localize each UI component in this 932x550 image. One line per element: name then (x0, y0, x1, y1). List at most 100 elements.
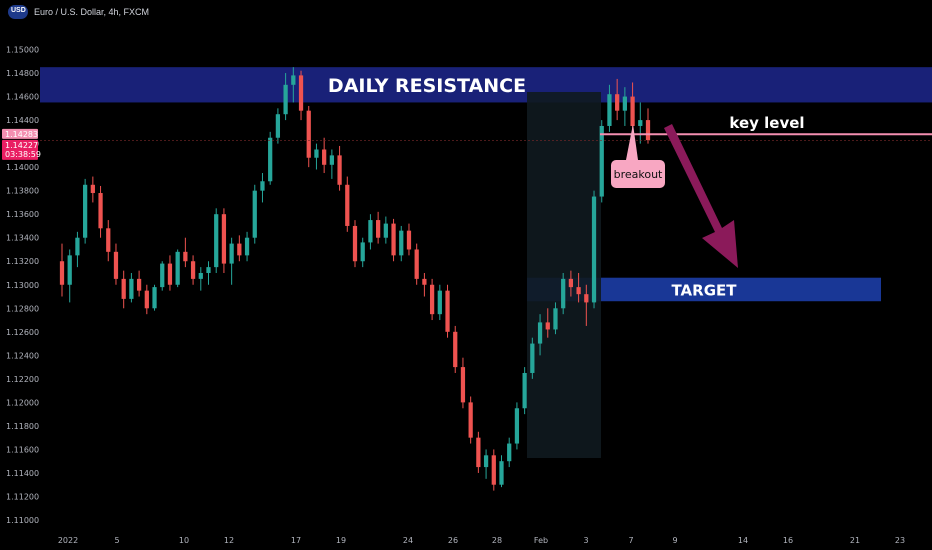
x-tick-label: 16 (783, 536, 793, 545)
candle-body (275, 114, 281, 138)
candle-body (360, 242, 365, 262)
x-tick-label: Feb (534, 536, 548, 545)
candle-body (545, 322, 550, 330)
y-tick-label: 1.11200 (6, 492, 39, 501)
candle-body (345, 184, 350, 226)
candle-body (121, 278, 126, 299)
y-tick-label: 1.12000 (6, 398, 39, 407)
candle-body (306, 110, 311, 158)
y-tick-label: 1.14400 (6, 116, 39, 125)
currency-flag-icon: USD (8, 5, 28, 19)
y-tick-label: 1.12200 (6, 375, 39, 384)
candle-body (591, 196, 597, 303)
y-axis: 1.11000 1.11200 1.11400 1.11600 1.11800 1.120… (6, 46, 39, 525)
candle-body (599, 125, 604, 197)
candle-body (152, 287, 157, 309)
candle-body (83, 184, 88, 238)
breakout-label: breakout (614, 168, 663, 181)
x-tick-label: 3 (583, 536, 588, 545)
x-tick-label: 5 (114, 536, 119, 545)
target-zone (527, 277, 881, 302)
candle-body (183, 251, 188, 262)
candle-body (630, 96, 635, 126)
last-price-text: 1.14227 (5, 141, 38, 150)
y-tick-label: 1.13000 (6, 281, 39, 290)
breakout-pointer (626, 124, 638, 160)
candle-body (622, 96, 627, 111)
y-tick-label: 1.11800 (6, 422, 39, 431)
candle-body (429, 284, 435, 315)
candle-body (383, 223, 388, 238)
candle-body (291, 75, 296, 85)
candle-body (314, 149, 319, 158)
target-label: TARGET (671, 281, 737, 299)
candle-body (190, 261, 196, 279)
key-level-label: key level (729, 114, 804, 132)
candle-body (244, 237, 250, 256)
candle-body (476, 437, 481, 468)
y-tick-label: 1.13200 (6, 257, 39, 266)
candle-body (167, 263, 173, 285)
candle-body (98, 193, 103, 229)
candle-body (568, 278, 574, 288)
y-tick-label: 1.11600 (6, 445, 39, 454)
symbol-header[interactable]: USD Euro / U.S. Dollar, 4h, FXCM (8, 5, 149, 19)
candle-body (507, 443, 512, 462)
candle-body (144, 290, 149, 309)
y-tick-label: 1.14000 (6, 163, 39, 172)
candle-body (437, 290, 442, 315)
candles-layer (59, 67, 651, 491)
session-range-box (527, 92, 601, 458)
candle-body (368, 220, 373, 243)
candle-body (90, 184, 95, 194)
candle-body (106, 228, 111, 252)
candle-body (530, 343, 535, 373)
y-tick-label: 1.15000 (6, 46, 39, 55)
y-tick-label: 1.12600 (6, 328, 39, 337)
candle-body (576, 287, 581, 295)
candle-body (483, 455, 489, 468)
candle-body (537, 322, 543, 344)
candle-body (237, 243, 242, 256)
resistance-zone (40, 67, 932, 103)
candle-body (607, 94, 612, 126)
candle-body (584, 294, 589, 303)
candle-body (376, 220, 381, 238)
resistance-label: DAILY RESISTANCE (328, 75, 526, 97)
candle-body (352, 225, 358, 262)
candle-body (67, 255, 72, 285)
candle-body (75, 237, 80, 256)
x-tick-label: 7 (628, 536, 633, 545)
candle-body (160, 263, 165, 288)
candle-body (221, 214, 227, 264)
candle-body (298, 75, 304, 111)
candle-body (399, 230, 404, 256)
candle-body (561, 278, 566, 309)
x-tick-label: 12 (224, 536, 234, 545)
x-tick-label: 19 (336, 536, 346, 545)
x-tick-label: 9 (672, 536, 677, 545)
candle-body (460, 367, 466, 403)
x-tick-label: 10 (179, 536, 189, 545)
candle-body (175, 251, 180, 285)
target-arrow (664, 124, 738, 268)
y-tick-label: 1.12800 (6, 304, 39, 313)
x-tick-label: 23 (895, 536, 905, 545)
last-price-badge (2, 139, 38, 160)
candle-body (406, 230, 412, 250)
candle-body (453, 331, 458, 368)
candle-body (615, 94, 620, 111)
candle-body (414, 249, 419, 279)
candle-body (468, 402, 473, 438)
candle-body (337, 155, 342, 185)
breakout-bubble (611, 160, 665, 188)
candle-body (229, 243, 234, 264)
candle-body (198, 273, 203, 279)
y-tick-label: 1.12400 (6, 351, 39, 360)
x-tick-label: 24 (403, 536, 413, 545)
candle-body (329, 155, 334, 165)
candle-body (522, 372, 527, 409)
candle-body (514, 408, 520, 444)
x-tick-label: 2022 (58, 536, 78, 545)
